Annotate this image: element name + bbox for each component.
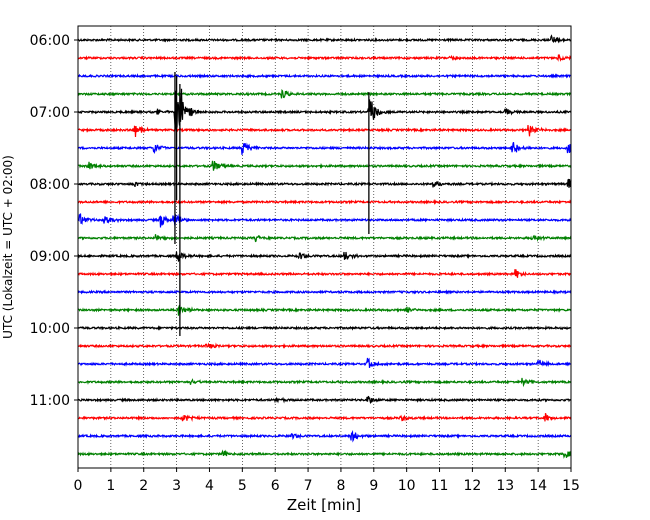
seismic-traces [77, 34, 572, 459]
y-tick-label-0600: 06:00 [30, 33, 70, 49]
x-tick-label-12: 12 [463, 478, 481, 494]
x-tick-label-10: 10 [398, 478, 416, 494]
trace-1015 [77, 342, 572, 349]
y-tick-label-0900: 09:00 [30, 249, 70, 265]
x-tick-label-4: 4 [205, 478, 214, 494]
trace-1115 [77, 413, 572, 422]
trace-0700 [77, 88, 572, 131]
trace-0730 [77, 142, 572, 155]
trace-0945 [77, 304, 572, 316]
trace-0600 [77, 34, 572, 44]
plot-frame [77, 25, 572, 469]
trace-1000 [77, 325, 572, 331]
x-axis-ticks: 0 1 2 3 4 5 6 7 8 9 10 11 12 13 14 15 [74, 468, 580, 494]
x-tick-label-15: 15 [562, 478, 580, 494]
x-tick-label-14: 14 [529, 478, 547, 494]
trace-1030 [77, 357, 572, 368]
trace-0745 [77, 160, 572, 171]
y-tick-label-0700: 07:00 [30, 105, 70, 121]
trace-0630 [77, 73, 572, 79]
trace-0645 [77, 89, 572, 99]
trace-0845 [77, 234, 572, 243]
trace-0800 [77, 178, 572, 188]
x-tick-label-7: 7 [304, 478, 313, 494]
trace-1045 [77, 377, 572, 388]
x-tick-label-11: 11 [431, 478, 449, 494]
y-axis-ticks: 06:00 07:00 08:00 09:00 10:00 11:00 [30, 33, 78, 409]
x-tick-label-5: 5 [238, 478, 247, 494]
x-tick-label-9: 9 [369, 478, 378, 494]
x-tick-label-8: 8 [336, 478, 345, 494]
y-tick-label-1100: 11:00 [30, 393, 70, 409]
x-tick-label-3: 3 [172, 478, 181, 494]
x-tick-label-6: 6 [271, 478, 280, 494]
x-axis-label: Zeit [min] [287, 496, 361, 514]
y-tick-label-0800: 08:00 [30, 177, 70, 193]
x-tick-label-1: 1 [106, 478, 115, 494]
trace-0915 [77, 269, 572, 278]
trace-0615 [77, 53, 572, 62]
trace-0715 [78, 124, 572, 138]
trace-0900 [77, 251, 572, 263]
x-tick-label-0: 0 [74, 478, 83, 494]
trace-1130 [77, 430, 572, 443]
y-tick-label-1000: 10:00 [30, 321, 70, 337]
trace-0930 [77, 289, 572, 295]
trace-0830 [77, 213, 572, 228]
trace-1145 [77, 449, 572, 459]
x-tick-label-13: 13 [496, 478, 514, 494]
y-axis-label: UTC (Lokalzeit = UTC + 02:00) [1, 155, 15, 339]
x-tick-label-2: 2 [139, 478, 148, 494]
trace-1100 [77, 395, 572, 405]
trace-0815 [77, 199, 572, 206]
